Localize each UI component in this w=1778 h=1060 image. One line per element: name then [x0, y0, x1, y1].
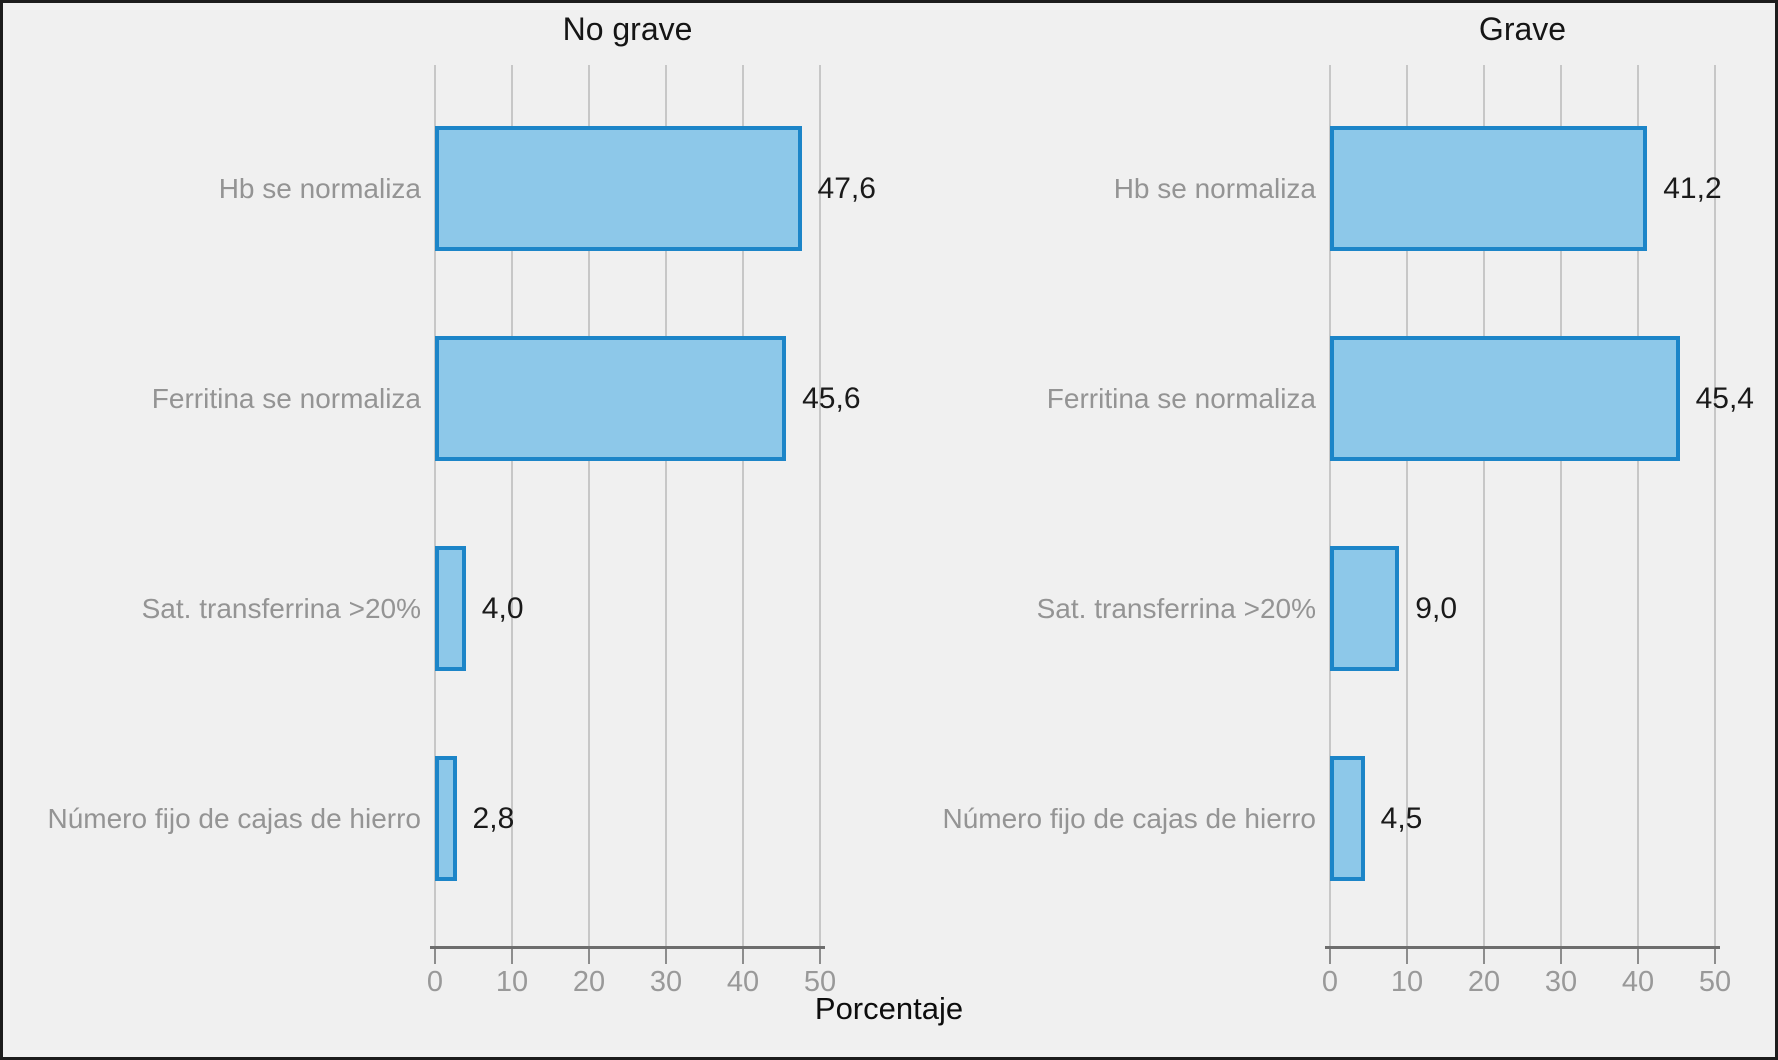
x-axis-title: Porcentaje	[814, 991, 964, 1026]
plot-area-no-grave: Hb se normaliza 47,6 Ferritina se normal…	[47, 65, 876, 998]
x-tick-mark	[1329, 949, 1331, 964]
plot-area-grave: Hb se normaliza 41,2 Ferritina se normal…	[942, 65, 1754, 998]
chart-title-grave: Grave	[1478, 11, 1567, 47]
x-tick-mark	[1406, 949, 1408, 964]
category-label: Número fijo de cajas de hierro	[942, 803, 1316, 834]
x-tick-label: 10	[495, 966, 529, 998]
x-tick-label: 0	[1321, 966, 1339, 998]
gridline	[1714, 65, 1716, 946]
bar	[435, 756, 457, 881]
bar-row: Número fijo de cajas de hierro 4,5	[942, 756, 1715, 881]
value-label: 47,6	[817, 172, 876, 205]
gridline	[665, 65, 667, 946]
gridline	[434, 65, 436, 946]
x-axis-line	[430, 946, 825, 949]
bar-row: Ferritina se normaliza 45,6	[152, 336, 861, 461]
category-label: Sat. transferrina >20%	[141, 593, 421, 624]
x-tick-label: 20	[1467, 966, 1501, 998]
x-tick-label: 30	[1544, 966, 1578, 998]
category-label: Ferritina se normaliza	[1046, 383, 1316, 414]
x-tick-label: 40	[726, 966, 760, 998]
x-tick-mark	[1560, 949, 1562, 964]
value-label: 45,4	[1695, 382, 1754, 415]
value-label: 45,6	[802, 382, 861, 415]
bar	[1330, 546, 1400, 671]
bar-row: Sat. transferrina >20% 9,0	[1037, 546, 1715, 671]
x-tick-mark	[665, 949, 667, 964]
gridline	[511, 65, 513, 946]
category-label: Sat. transferrina >20%	[1036, 593, 1316, 624]
bar	[1330, 336, 1680, 461]
value-label: 4,5	[1380, 802, 1423, 835]
x-tick-label: 40	[1621, 966, 1655, 998]
bar-row: Hb se normaliza 41,2	[1114, 126, 1722, 251]
category-label: Ferritina se normaliza	[151, 383, 421, 414]
chart-title-no-grave: No grave	[562, 11, 693, 47]
value-label: 9,0	[1415, 592, 1458, 625]
category-label: Hb se normaliza	[218, 173, 421, 204]
bar	[435, 336, 787, 461]
x-tick-mark	[742, 949, 744, 964]
x-tick-mark	[511, 949, 513, 964]
bar	[435, 126, 802, 251]
x-axis-line	[1325, 946, 1720, 949]
value-label: 2,8	[472, 802, 515, 835]
x-tick-label: 30	[649, 966, 683, 998]
bar	[1330, 756, 1365, 881]
value-label: 41,2	[1663, 172, 1722, 205]
x-tick-label: 50	[1698, 966, 1732, 998]
x-tick-mark	[1483, 949, 1485, 964]
bar-row: Ferritina se normaliza 45,4	[1047, 336, 1754, 461]
x-tick-mark	[819, 949, 821, 964]
x-tick-mark	[434, 949, 436, 964]
x-tick-label: 0	[426, 966, 444, 998]
x-tick-label: 50	[803, 966, 837, 998]
gridline	[819, 65, 821, 946]
category-label: Hb se normaliza	[1113, 173, 1316, 204]
gridline	[1637, 65, 1639, 946]
gridline	[588, 65, 590, 946]
x-tick-mark	[588, 949, 590, 964]
gridline	[1406, 65, 1408, 946]
bar-row: Número fijo de cajas de hierro 2,8	[47, 756, 820, 881]
x-tick-mark	[1714, 949, 1716, 964]
x-tick-label: 10	[1390, 966, 1424, 998]
x-tick-label: 20	[572, 966, 606, 998]
bar	[1330, 126, 1648, 251]
gridline	[1483, 65, 1485, 946]
bar-row: Sat. transferrina >20% 4,0	[142, 546, 820, 671]
value-label: 4,0	[481, 592, 524, 625]
bar-row: Hb se normaliza 47,6	[219, 126, 876, 251]
gridline	[1329, 65, 1331, 946]
x-tick-mark	[1637, 949, 1639, 964]
category-label: Número fijo de cajas de hierro	[47, 803, 421, 834]
gridline	[1560, 65, 1562, 946]
gridline	[742, 65, 744, 946]
bar	[435, 546, 466, 671]
